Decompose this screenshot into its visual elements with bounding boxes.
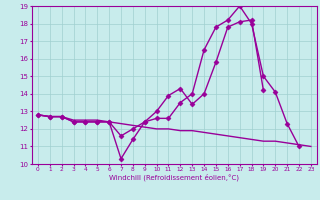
X-axis label: Windchill (Refroidissement éolien,°C): Windchill (Refroidissement éolien,°C) — [109, 174, 239, 181]
